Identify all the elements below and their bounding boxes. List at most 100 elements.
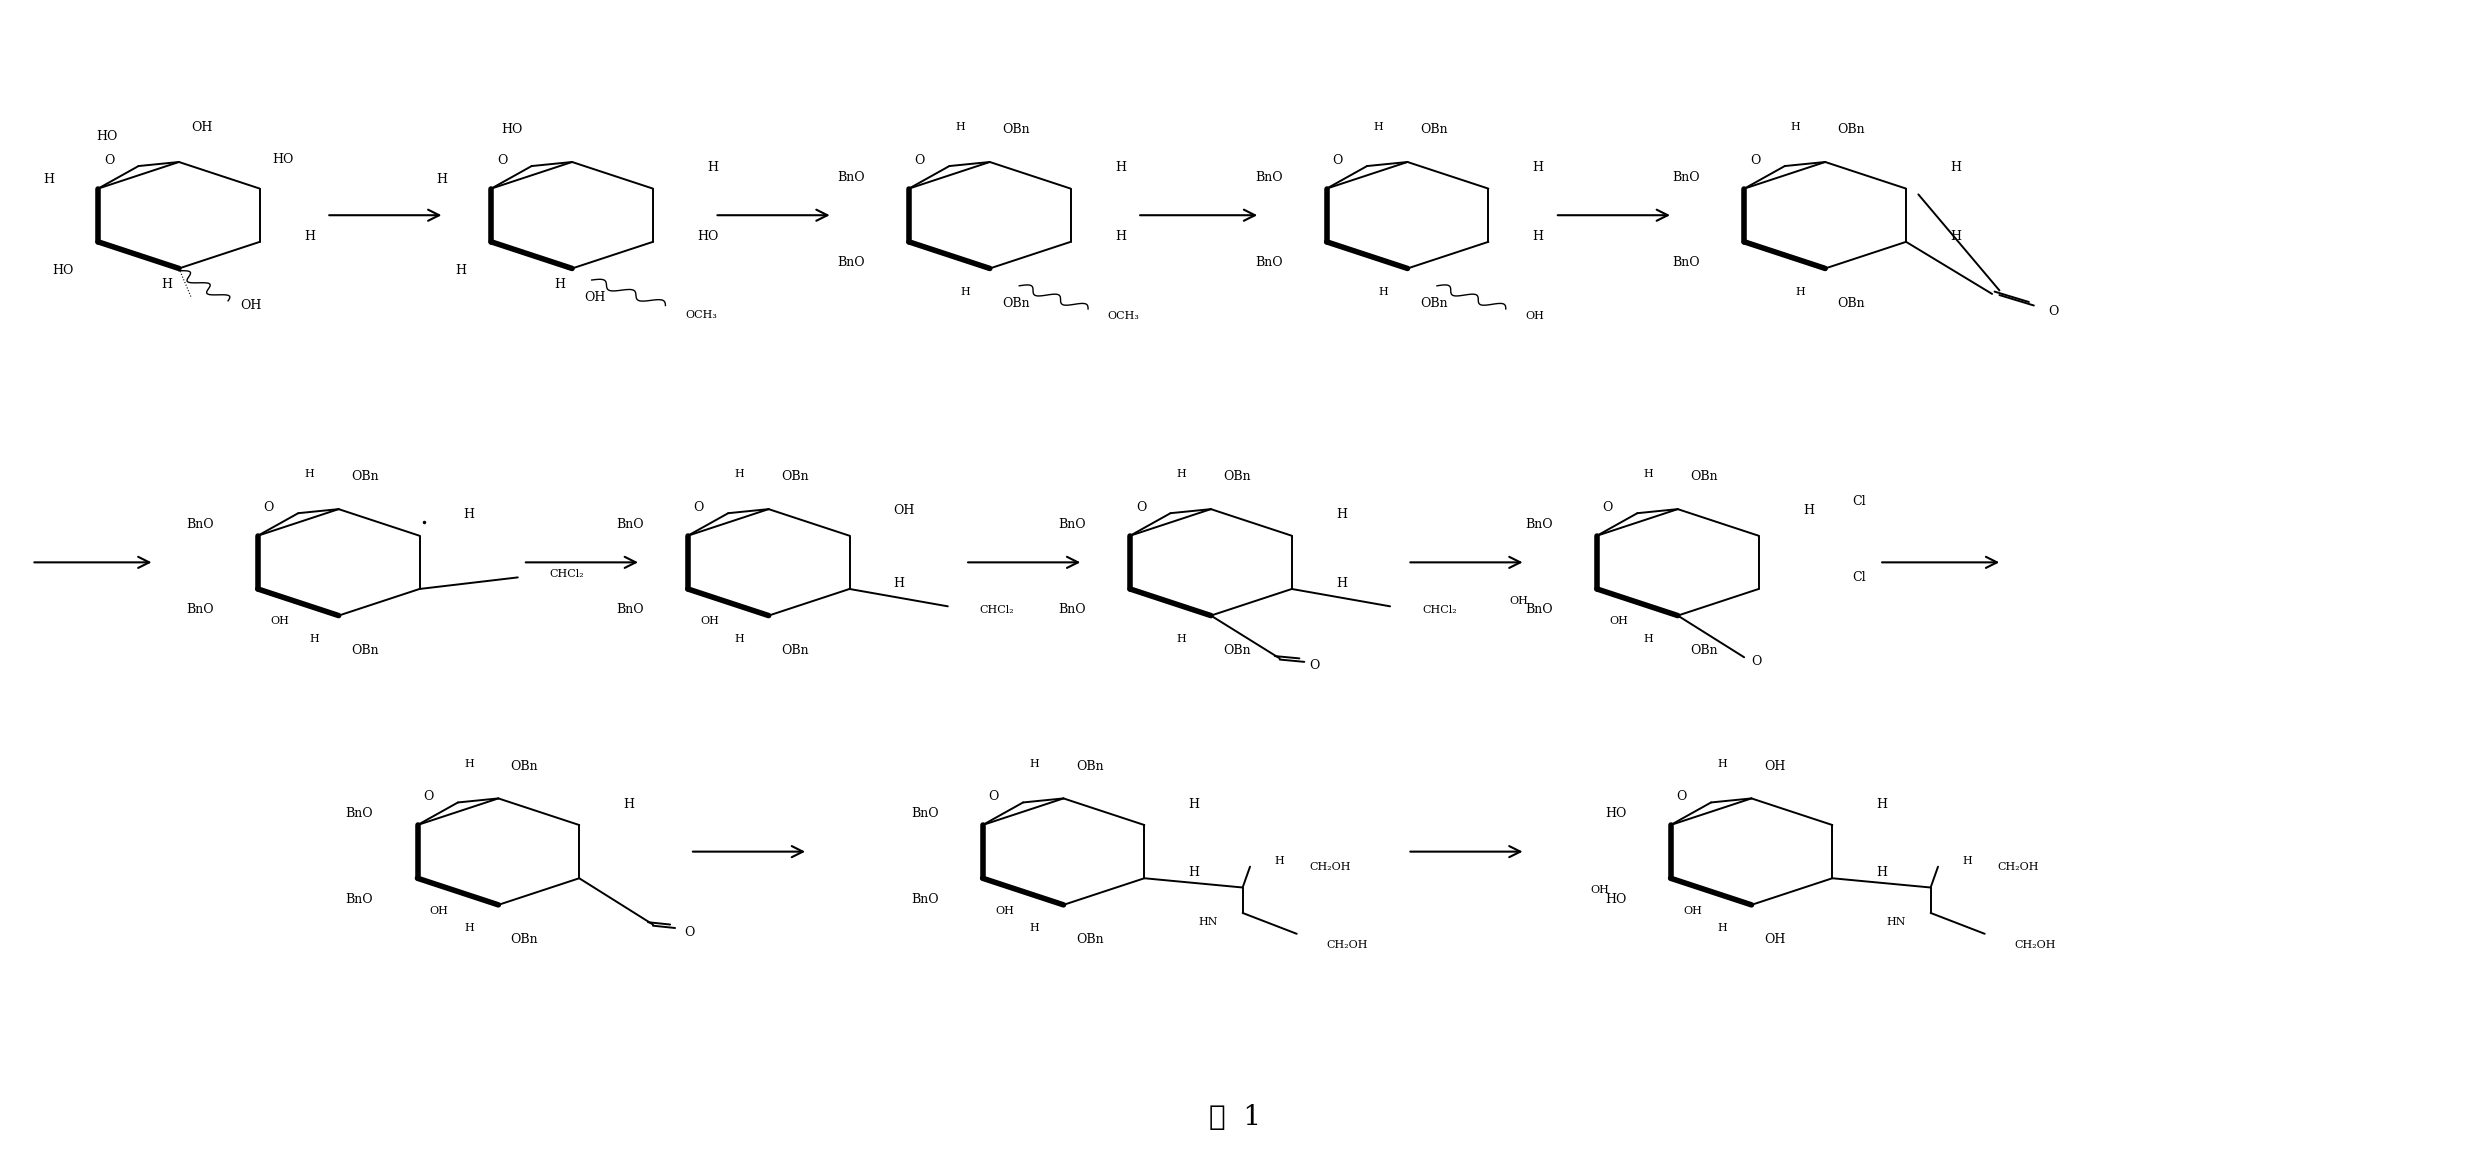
Text: H: H — [1532, 230, 1544, 242]
Text: BnO: BnO — [1058, 603, 1085, 616]
Text: BnO: BnO — [346, 892, 373, 905]
Text: OH: OH — [430, 905, 450, 916]
Text: O: O — [914, 153, 924, 166]
Text: OBn: OBn — [1223, 471, 1250, 484]
Text: O: O — [694, 501, 704, 514]
Text: OH: OH — [1764, 760, 1784, 773]
Text: HO: HO — [52, 265, 74, 278]
Text: OH: OH — [240, 299, 262, 311]
Text: OH: OH — [1510, 596, 1527, 605]
Text: O: O — [1752, 656, 1762, 669]
Text: OBn: OBn — [1690, 471, 1717, 484]
Text: H: H — [304, 470, 314, 479]
Text: H: H — [956, 122, 966, 132]
Text: H: H — [465, 759, 474, 768]
Text: OBn: OBn — [511, 933, 539, 946]
Text: H: H — [1717, 759, 1727, 768]
Text: H: H — [1875, 867, 1888, 879]
Text: HN: HN — [1885, 917, 1905, 927]
Text: H: H — [1950, 230, 1962, 242]
Text: HO: HO — [502, 123, 524, 136]
Text: BnO: BnO — [912, 892, 939, 905]
Text: H: H — [304, 230, 314, 242]
Text: H: H — [1532, 162, 1544, 174]
Text: BnO: BnO — [838, 256, 865, 269]
Text: OH: OH — [1525, 310, 1544, 321]
Text: H: H — [1875, 797, 1888, 810]
Text: H: H — [734, 634, 744, 644]
Text: O: O — [423, 790, 432, 803]
Text: OH: OH — [190, 121, 213, 133]
Text: OBn: OBn — [1421, 123, 1448, 136]
Text: OH: OH — [996, 905, 1013, 916]
Text: H: H — [435, 173, 447, 186]
Text: H: H — [1114, 162, 1127, 174]
Text: BnO: BnO — [615, 518, 642, 530]
Text: H: H — [1796, 287, 1806, 296]
Text: CH₂OH: CH₂OH — [1997, 862, 2039, 871]
Text: H: H — [1189, 797, 1198, 810]
Text: O: O — [988, 790, 998, 803]
Text: H: H — [1717, 923, 1727, 933]
Text: O: O — [1332, 153, 1342, 166]
Text: H: H — [1950, 162, 1962, 174]
Text: H: H — [42, 173, 54, 186]
Text: H: H — [1791, 122, 1801, 132]
Text: H: H — [1337, 576, 1347, 590]
Text: HO: HO — [96, 130, 119, 143]
Text: CHCl₂: CHCl₂ — [979, 604, 1016, 615]
Text: H: H — [1337, 508, 1347, 521]
Text: H: H — [465, 508, 474, 521]
Text: CH₂OH: CH₂OH — [1327, 940, 1366, 951]
Text: H: H — [465, 923, 474, 933]
Text: H: H — [455, 265, 467, 278]
Text: OBn: OBn — [1003, 123, 1030, 136]
Text: HO: HO — [1606, 807, 1626, 820]
Text: BnO: BnO — [1525, 603, 1552, 616]
Text: OH: OH — [1764, 933, 1784, 946]
Text: BnO: BnO — [1673, 256, 1700, 269]
Text: O: O — [684, 926, 694, 939]
Text: H: H — [1176, 634, 1186, 644]
Text: H: H — [1962, 856, 1972, 865]
Text: H: H — [1176, 470, 1186, 479]
Text: OBn: OBn — [351, 471, 378, 484]
Text: H: H — [1379, 287, 1389, 296]
Text: CHCl₂: CHCl₂ — [549, 569, 583, 578]
Text: Cl: Cl — [1851, 494, 1866, 507]
Text: BnO: BnO — [838, 171, 865, 184]
Text: OBn: OBn — [511, 760, 539, 773]
Text: H: H — [1114, 230, 1127, 242]
Text: BnO: BnO — [912, 807, 939, 820]
Text: O: O — [1749, 153, 1759, 166]
Text: OBn: OBn — [1075, 760, 1105, 773]
Text: O: O — [264, 501, 274, 514]
Text: OH: OH — [1683, 905, 1703, 916]
Text: BnO: BnO — [1058, 518, 1085, 530]
Text: H: H — [309, 634, 319, 644]
Text: OH: OH — [1591, 885, 1609, 895]
Text: CHCl₂: CHCl₂ — [1421, 604, 1455, 615]
Text: H: H — [1189, 867, 1198, 879]
Text: CH₂OH: CH₂OH — [1310, 862, 1352, 871]
Text: H: H — [1030, 759, 1038, 768]
Text: OBn: OBn — [1838, 123, 1866, 136]
Text: H: H — [1030, 923, 1038, 933]
Text: OBn: OBn — [351, 644, 378, 657]
Text: BnO: BnO — [346, 807, 373, 820]
Text: O: O — [104, 153, 114, 166]
Text: H: H — [554, 279, 566, 292]
Text: BnO: BnO — [1255, 171, 1282, 184]
Text: OBn: OBn — [1690, 644, 1717, 657]
Text: OBn: OBn — [781, 471, 808, 484]
Text: H: H — [1643, 634, 1653, 644]
Text: H: H — [707, 162, 719, 174]
Text: H: H — [734, 470, 744, 479]
Text: Cl: Cl — [1851, 571, 1866, 584]
Text: H: H — [961, 287, 971, 296]
Text: BnO: BnO — [1673, 171, 1700, 184]
Text: OH: OH — [699, 616, 719, 626]
Text: H: H — [623, 797, 635, 810]
Text: H: H — [1275, 856, 1285, 865]
Text: H: H — [1643, 470, 1653, 479]
